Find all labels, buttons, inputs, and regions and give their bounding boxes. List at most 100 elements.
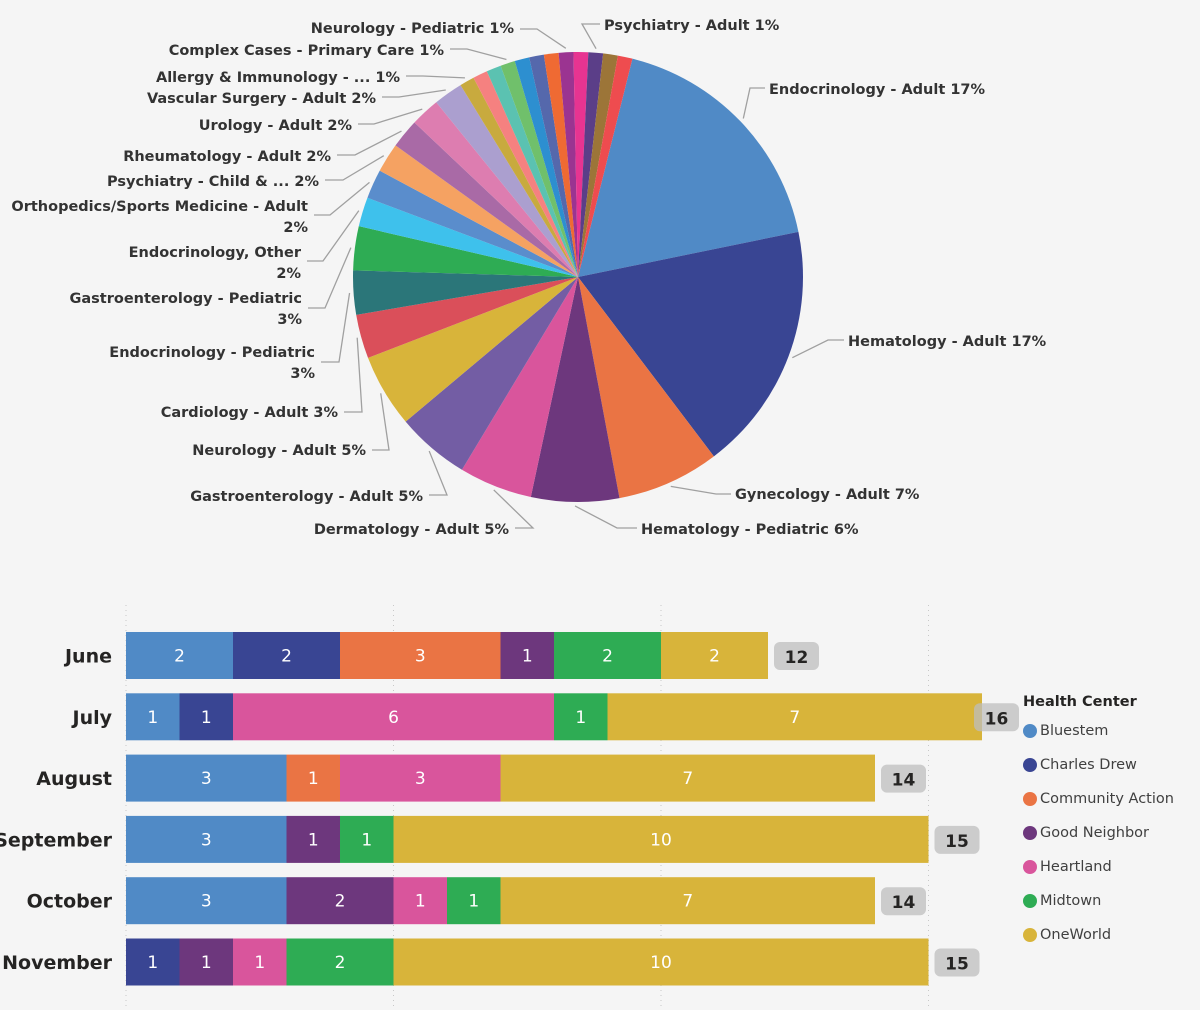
pie-slice-gastroenterology-adult[interactable]: [405, 277, 578, 470]
bar-segment-midtown[interactable]: [554, 693, 608, 741]
pie-label-rheumatology-adult: Rheumatology - Adult 2%: [123, 149, 331, 165]
bar-segment-midtown[interactable]: [340, 815, 394, 863]
legend-item-oneworld[interactable]: OneWorld: [1023, 918, 1174, 952]
legend-item-midtown[interactable]: Midtown: [1023, 884, 1174, 918]
bar-row-september: September 3 1 1 10 15: [0, 815, 980, 863]
legend-label: OneWorld: [1040, 927, 1112, 943]
pie-label-vascular-surgery-adult: Vascular Surgery - Adult 2%: [147, 91, 377, 107]
total-label: 16: [985, 709, 1009, 729]
bar-segment-charles-drew[interactable]: [179, 693, 234, 741]
segment-value-label: 1: [147, 708, 158, 728]
pie-slice-neurology-adult[interactable]: [368, 277, 578, 422]
legend-marker-icon: [1023, 826, 1037, 840]
pie-leader-line: [307, 210, 360, 262]
segment-value-label: 3: [201, 830, 212, 850]
pie-slice-psychiatry-child[interactable]: [379, 145, 578, 277]
pie-label-cardiology-adult: Cardiology - Adult 3%: [161, 405, 339, 421]
bar-segment-bluestem[interactable]: [126, 632, 233, 679]
pie-slice-hematology-pediatric[interactable]: [530, 277, 620, 502]
bar-segment-oneworld[interactable]: [500, 877, 876, 925]
pie-slice-unlabeled-22[interactable]: [543, 52, 578, 277]
pie-leader-line: [372, 393, 390, 451]
pie-slice-rheumatology-adult[interactable]: [395, 122, 578, 277]
segment-value-label: 1: [308, 769, 319, 789]
bar-segment-bluestem[interactable]: [126, 754, 287, 802]
bar-segment-oneworld[interactable]: [607, 693, 983, 741]
pie-slice-unlabeled-18[interactable]: [486, 65, 578, 277]
legend-label: Midtown: [1040, 893, 1102, 909]
bar-segment-bluestem[interactable]: [126, 693, 180, 741]
bar-segment-midtown[interactable]: [286, 938, 394, 986]
pie-slice-gastroenterology-pediatric[interactable]: [353, 226, 578, 277]
pie-slice-cardiology-adult[interactable]: [356, 277, 578, 358]
bar-segment-bluestem[interactable]: [126, 877, 287, 925]
bar-segment-good-neighbor[interactable]: [286, 815, 341, 863]
stacked-bar-chart: June 2 2 3 1 2 2 12 July 1 1 6 1 7 16 August 3 1 3 7 14 Septe…: [0, 600, 1200, 1010]
pie-slice-unlabeled-21[interactable]: [529, 54, 578, 277]
bar-segment-heartland[interactable]: [393, 877, 448, 925]
bar-segment-oneworld[interactable]: [393, 938, 929, 986]
pie-slice-hematology-adult[interactable]: [578, 231, 803, 457]
pie-slice-endocrinology-other[interactable]: [358, 197, 578, 277]
legend-item-charles-drew[interactable]: Charles Drew: [1023, 748, 1174, 782]
bar-segment-oneworld[interactable]: [661, 632, 768, 679]
segment-value-label: 6: [388, 708, 399, 728]
total-label: 14: [892, 771, 916, 791]
bar-segment-community-action[interactable]: [340, 632, 501, 679]
bar-segment-heartland[interactable]: [340, 754, 501, 802]
legend-item-heartland[interactable]: Heartland: [1023, 850, 1174, 884]
bar-segment-good-neighbor[interactable]: [500, 632, 555, 679]
legend-item-community-action[interactable]: Community Action: [1023, 782, 1174, 816]
segment-value-label: 2: [281, 647, 292, 667]
pie-label-neurology-adult: Neurology - Adult 5%: [192, 443, 366, 459]
legend-label: Community Action: [1040, 791, 1174, 807]
legend-item-good-neighbor[interactable]: Good Neighbor: [1023, 816, 1174, 850]
legend-marker-icon: [1023, 928, 1037, 942]
pie-slice-unlabeled-20[interactable]: [514, 57, 578, 277]
segment-value-label: 1: [415, 892, 426, 912]
legend-marker-icon: [1023, 894, 1037, 908]
pie-slice-unlabeled-17[interactable]: [473, 71, 578, 277]
pie-slice-orthopedics-sports-medicine-adult[interactable]: [367, 170, 578, 277]
bar-segment-heartland[interactable]: [233, 693, 554, 741]
pie-leader-line: [358, 108, 423, 125]
bar-segment-oneworld[interactable]: [393, 815, 929, 863]
pie-slice-neurology-pediatric[interactable]: [558, 52, 578, 277]
pie-slice-unlabeled-27[interactable]: [578, 55, 633, 278]
pie-slice-allergy-immunology[interactable]: [460, 77, 578, 277]
legend-title: Health Center: [1023, 694, 1137, 710]
pie-label-hematology-pediatric: Hematology - Pediatric 6%: [641, 522, 859, 538]
segment-value-label: 3: [415, 647, 426, 667]
pie-slice-gynecology-adult[interactable]: [578, 277, 714, 499]
bar-segment-community-action[interactable]: [286, 754, 341, 802]
pie-slice-psychiatry-adult[interactable]: [578, 52, 604, 278]
month-label: October: [27, 891, 113, 913]
bar-segment-bluestem[interactable]: [126, 815, 287, 863]
pie-slice-urology-adult[interactable]: [414, 102, 578, 277]
bar-segment-heartland[interactable]: [233, 938, 287, 986]
pie-label-orthopedics-sports-medicine-adult: Orthopedics/Sports Medicine - Adult 2%: [11, 199, 308, 236]
pie-leader-line: [670, 485, 731, 495]
segment-value-label: 1: [575, 708, 586, 728]
segment-value-label: 1: [468, 892, 479, 912]
pie-slice-vascular-surgery-adult[interactable]: [436, 85, 578, 277]
segment-value-label: 10: [650, 830, 672, 850]
pie-slice-unlabeled-24[interactable]: [573, 52, 589, 278]
bar-segment-charles-drew[interactable]: [126, 938, 180, 986]
bar-segment-midtown[interactable]: [554, 632, 661, 679]
bar-segment-midtown[interactable]: [447, 877, 501, 925]
bar-segment-oneworld[interactable]: [500, 754, 876, 802]
legend-label: Heartland: [1040, 859, 1112, 875]
pie-slice-endocrinology-pediatric[interactable]: [353, 270, 578, 315]
bar-segment-charles-drew[interactable]: [233, 632, 340, 679]
pie-slices: [353, 52, 803, 502]
pie-slice-dermatology-adult[interactable]: [461, 277, 578, 497]
legend-label: Charles Drew: [1040, 757, 1137, 773]
legend-item-bluestem[interactable]: Bluestem: [1023, 714, 1174, 748]
pie-slice-complex-cases-primary-care[interactable]: [500, 61, 578, 278]
pie-slice-unlabeled-26[interactable]: [578, 53, 618, 277]
bar-segment-good-neighbor[interactable]: [179, 938, 234, 986]
pie-slice-endocrinology-adult[interactable]: [578, 58, 799, 278]
bar-segment-good-neighbor[interactable]: [286, 877, 394, 925]
segment-value-label: 1: [254, 953, 265, 973]
